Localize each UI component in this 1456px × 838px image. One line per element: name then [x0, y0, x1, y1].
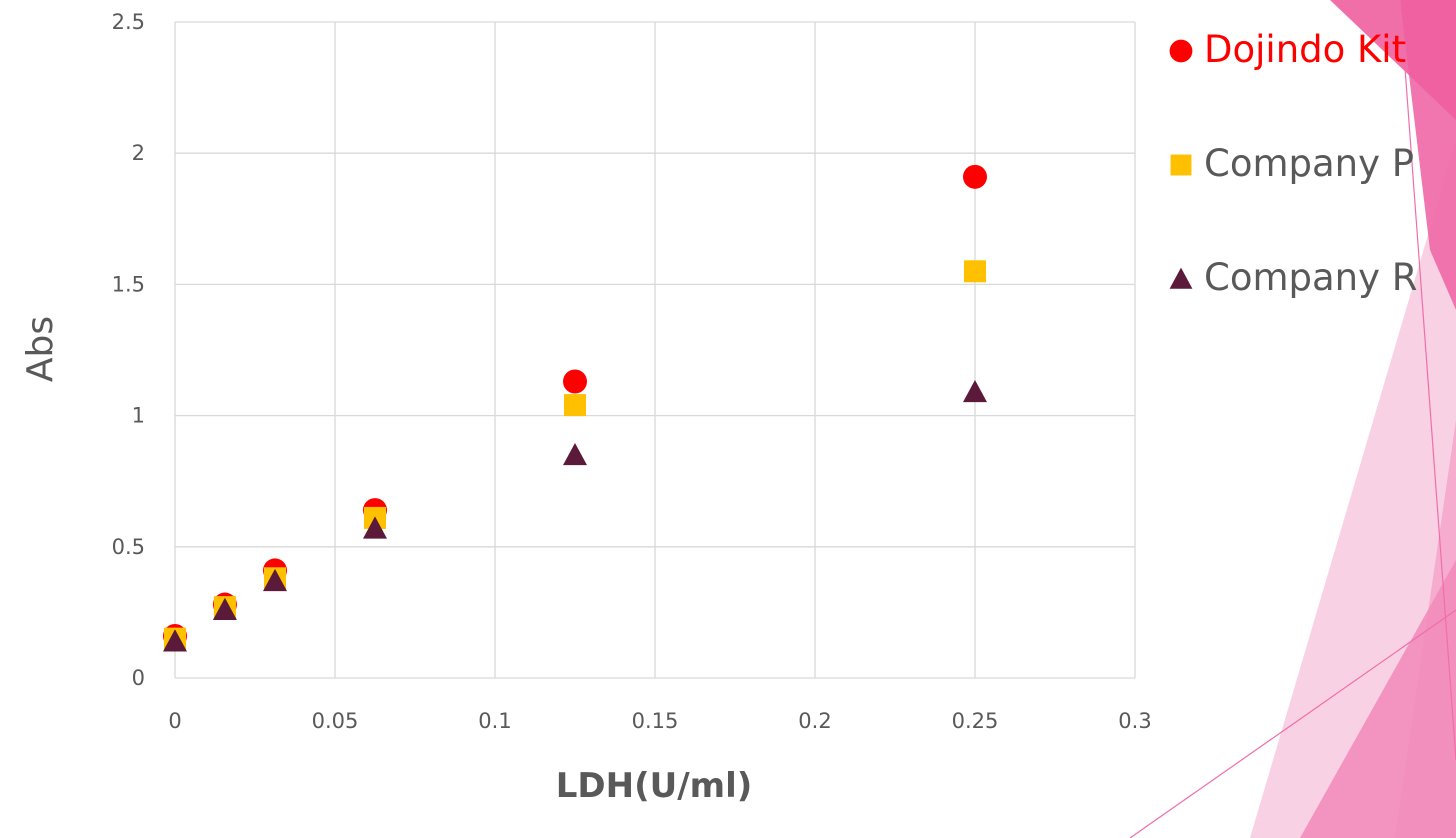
tick-labels: 0 0.05 0.1 0.15 0.2 0.25 0.3 0 0.5 1 1.5 2 2.5 — [112, 10, 1152, 733]
x-tick-label: 0.1 — [478, 709, 511, 733]
legend-label-1: Dojindo Kit — [1204, 28, 1406, 71]
data-point-series-1 — [563, 369, 587, 394]
x-axis-title: LDH(U/ml) — [556, 766, 753, 806]
deco-line-1 — [1399, 0, 1456, 761]
y-tick-label: 1 — [132, 404, 145, 428]
legend-marker-3 — [1169, 267, 1193, 289]
x-tick-label: 0.15 — [632, 709, 679, 733]
y-tick-label: 0 — [132, 666, 145, 690]
x-tick-label: 0.05 — [312, 709, 359, 733]
deco-line-2 — [1129, 609, 1456, 838]
data-point-series-3 — [212, 597, 237, 620]
legend-marker-2 — [1170, 154, 1192, 176]
x-tick-label: 0.3 — [1118, 709, 1151, 733]
x-tick-label: 0 — [168, 709, 181, 733]
data-point-series-3 — [563, 442, 587, 466]
legend-marker-1 — [1169, 39, 1193, 63]
data-point-series-3 — [963, 379, 987, 403]
deco-shape-top-dark — [1330, 0, 1456, 120]
y-tick-label: 0.5 — [112, 535, 145, 559]
data-point-series-3 — [363, 516, 387, 539]
data-point-series-2 — [964, 260, 986, 283]
data-point-series-2 — [564, 394, 586, 417]
data-point-series-3 — [263, 568, 287, 592]
data-point-series-1 — [963, 164, 987, 189]
y-tick-label: 2 — [132, 141, 145, 165]
data-points — [163, 164, 987, 652]
y-axis-title: Abs — [20, 316, 61, 382]
legend: Dojindo Kit Company P Company R — [1169, 28, 1418, 299]
deco-shape-mid — [1300, 560, 1456, 838]
data-point-series-3 — [163, 629, 187, 652]
y-tick-label: 2.5 — [112, 10, 145, 34]
x-tick-label: 0.25 — [952, 709, 999, 733]
grid-lines — [174, 21, 1136, 679]
x-tick-label: 0.2 — [798, 709, 831, 733]
legend-label-2: Company P — [1204, 142, 1414, 185]
legend-label-3: Company R — [1204, 256, 1418, 299]
y-tick-label: 1.5 — [112, 272, 145, 296]
